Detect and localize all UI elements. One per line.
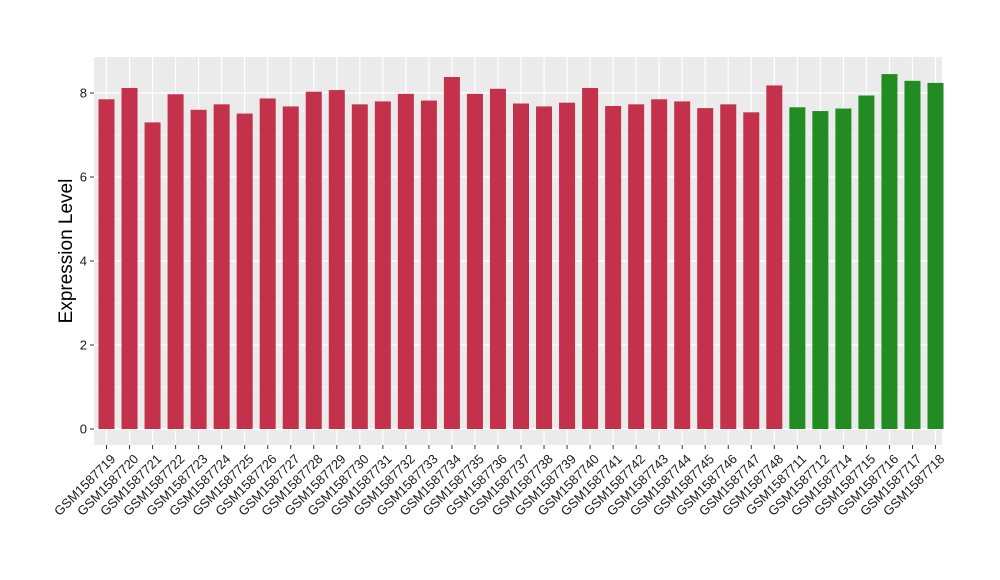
bar-GSM1587734 xyxy=(443,77,460,429)
bar-GSM1587723 xyxy=(190,109,207,430)
bar-GSM1587718 xyxy=(927,82,944,430)
bar-GSM1587717 xyxy=(904,80,921,429)
bar-GSM1587721 xyxy=(144,122,161,430)
bar-GSM1587739 xyxy=(559,102,576,429)
bar-GSM1587736 xyxy=(489,88,506,430)
bar-GSM1587735 xyxy=(466,93,483,429)
x-axis-ticks: GSM1587719GSM1587720GSM1587721GSM1587722… xyxy=(51,445,947,519)
bar-GSM1587732 xyxy=(397,93,414,429)
y-axis-title: Expression Level xyxy=(56,179,77,324)
bar-GSM1587747 xyxy=(743,112,760,429)
y-tick-label: 2 xyxy=(80,338,87,353)
bar-GSM1587711 xyxy=(789,107,806,429)
bar-GSM1587725 xyxy=(236,113,253,429)
bar-GSM1587719 xyxy=(98,99,115,430)
bar-GSM1587740 xyxy=(582,87,599,430)
bar-GSM1587720 xyxy=(121,87,138,430)
bar-GSM1587727 xyxy=(282,106,299,429)
bar-GSM1587748 xyxy=(766,85,783,429)
y-tick-label: 0 xyxy=(80,422,87,437)
y-tick-label: 6 xyxy=(80,170,87,185)
bar-GSM1587733 xyxy=(420,100,437,429)
bar-GSM1587714 xyxy=(835,108,852,429)
bar-GSM1587722 xyxy=(167,94,184,429)
bar-GSM1587741 xyxy=(605,106,622,430)
bar-GSM1587712 xyxy=(812,111,829,429)
bar-GSM1587716 xyxy=(881,74,898,429)
bar-GSM1587745 xyxy=(697,108,714,430)
bar-GSM1587729 xyxy=(328,90,345,429)
bar-GSM1587731 xyxy=(374,101,391,430)
bar-GSM1587743 xyxy=(651,99,668,430)
bar-GSM1587724 xyxy=(213,104,230,429)
bar-GSM1587742 xyxy=(628,104,645,429)
bar-GSM1587744 xyxy=(674,101,691,430)
bar-GSM1587737 xyxy=(513,103,529,429)
bars xyxy=(98,74,944,430)
bar-GSM1587746 xyxy=(720,104,737,429)
y-tick-label: 8 xyxy=(80,86,87,101)
y-tick-label: 4 xyxy=(80,254,87,269)
bar-GSM1587738 xyxy=(536,106,553,429)
bar-GSM1587715 xyxy=(858,95,875,430)
y-axis-ticks: 0 2 4 6 8 xyxy=(80,86,94,437)
bar-GSM1587726 xyxy=(259,98,276,430)
bar-GSM1587728 xyxy=(305,91,322,430)
bar-GSM1587730 xyxy=(351,104,368,429)
